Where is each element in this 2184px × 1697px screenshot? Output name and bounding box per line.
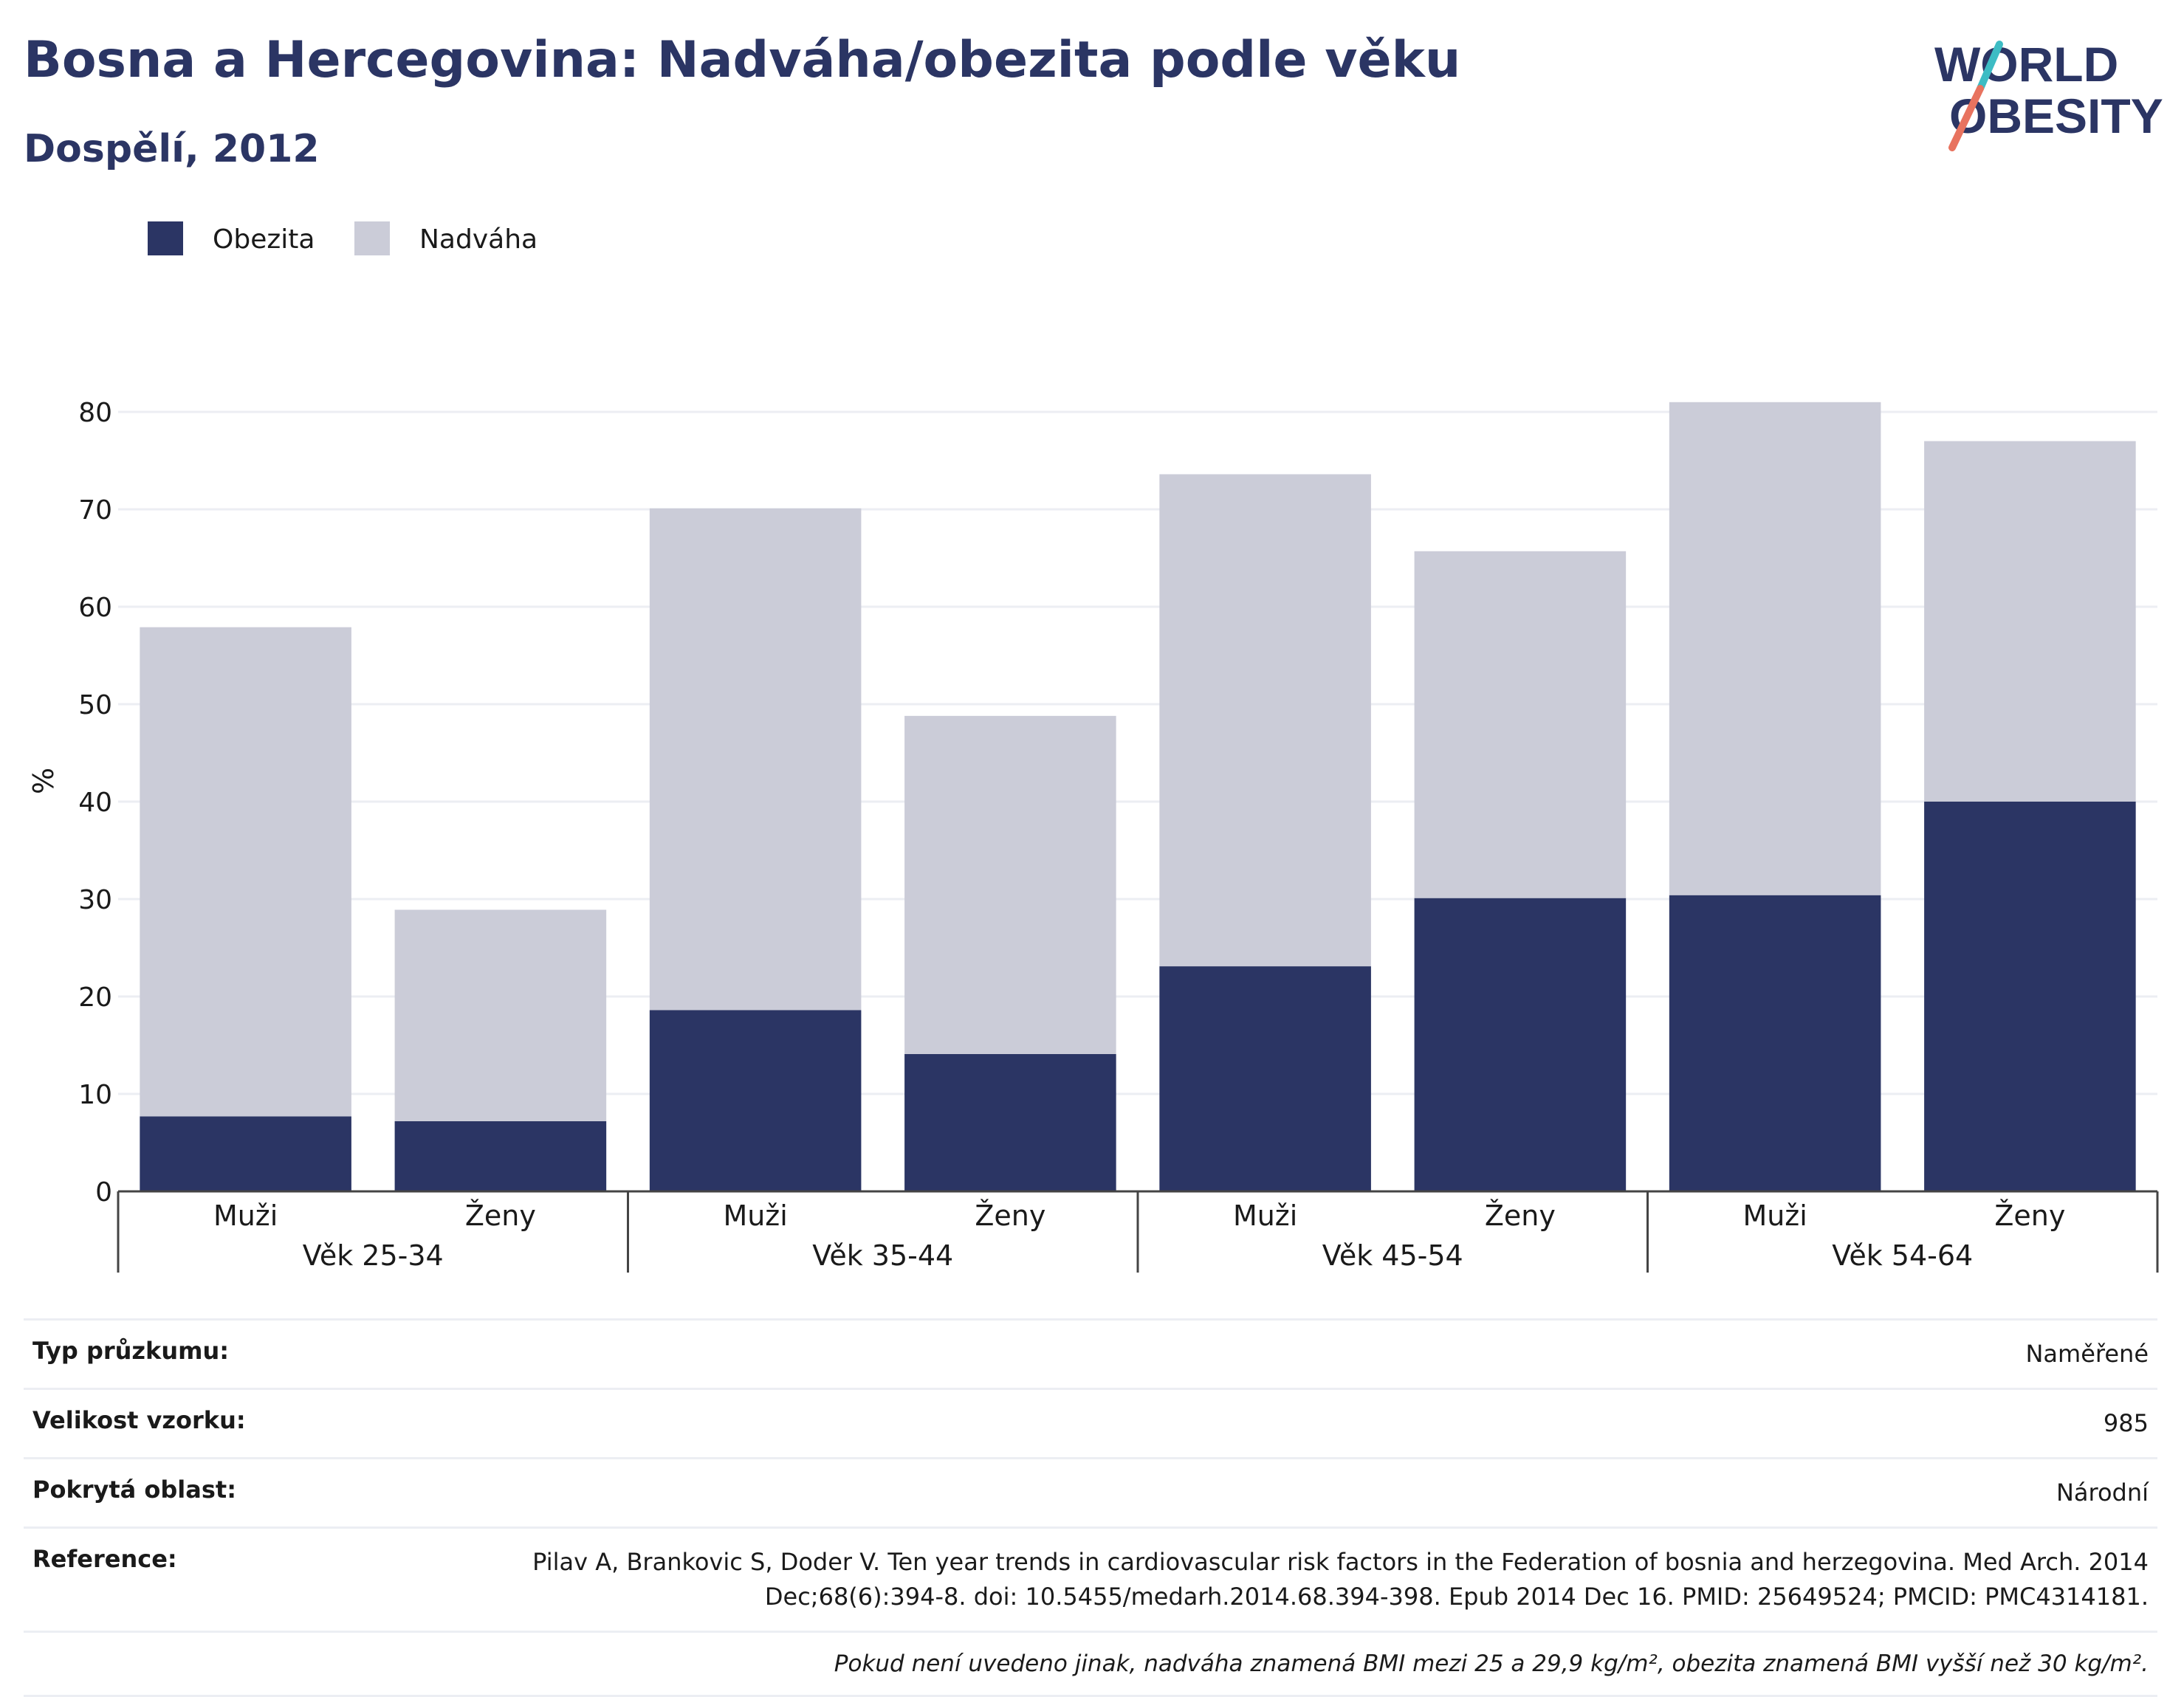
survey-info-table: Typ průzkumu: Naměřené Velikost vzorku: …	[24, 1318, 2157, 1697]
x-tick-label: Muži	[1233, 1199, 1297, 1232]
bar-overweight	[904, 715, 1116, 1054]
coverage-label: Pokrytá oblast:	[32, 1476, 236, 1504]
bar-obesity	[904, 1053, 1116, 1191]
bar-obesity	[1669, 895, 1881, 1191]
y-tick-label: 0	[95, 1177, 112, 1208]
x-group-label: Věk 25-34	[303, 1239, 444, 1272]
legend-swatch-overweight	[354, 221, 390, 255]
reference-label: Reference:	[32, 1545, 177, 1573]
bar-overweight	[1159, 474, 1371, 967]
x-tick-label: Ženy	[975, 1199, 1045, 1232]
survey-type-row: Typ průzkumu: Naměřené	[24, 1318, 2157, 1388]
bar-obesity	[649, 1010, 862, 1191]
logo-text-obesity: OBESITY	[1949, 89, 2163, 143]
legend-label-overweight: Nadváha	[419, 224, 538, 255]
reference-value: Pilav A, Brankovic S, Doder V. Ten year …	[532, 1548, 2149, 1611]
sample-size-row: Velikost vzorku: 985	[24, 1388, 2157, 1457]
bar-overweight	[1414, 551, 1627, 898]
y-axis-label: %	[27, 768, 60, 794]
y-tick-label: 50	[78, 690, 112, 720]
x-group-label: Věk 54-64	[1832, 1239, 1973, 1272]
coverage-value: Národní	[2056, 1479, 2149, 1507]
y-tick-label: 10	[78, 1080, 112, 1110]
logo-slash-coral	[1948, 85, 1984, 151]
y-tick-label: 70	[78, 495, 112, 526]
x-tick-label: Ženy	[465, 1199, 536, 1232]
y-tick-labels: 0 10 20 30 40 50 60 70 80	[78, 398, 112, 1208]
legend-label-obesity: Obezita	[213, 224, 315, 255]
bar-overweight	[649, 508, 862, 1011]
bar-overweight	[1669, 402, 1881, 895]
survey-type-value: Naměřené	[2025, 1340, 2149, 1368]
y-tick-label: 30	[78, 885, 112, 915]
coverage-row: Pokrytá oblast: Národní	[24, 1457, 2157, 1526]
sample-size-value: 985	[2103, 1409, 2149, 1437]
reference-row: Reference: Pilav A, Brankovic S, Doder V…	[24, 1526, 2157, 1631]
x-tick-labels: Muži Ženy Muži Ženy Muži Ženy Muži Ženy Věk 25-3…	[213, 1199, 2065, 1272]
stacked-bar-chart: Obezita Nadváha % 0 10 20 30 40 50 60 70 80 Muži…	[27, 221, 2159, 1273]
y-tick-label: 20	[78, 982, 112, 1013]
logo-slash-teal	[1977, 41, 2003, 92]
y-tick-label: 40	[78, 788, 112, 818]
chart-subtitle: Dospělí, 2012	[24, 127, 320, 171]
logo-text-world: WORLD	[1934, 37, 2118, 92]
survey-type-label: Typ průzkumu:	[32, 1337, 230, 1365]
x-tick-label: Muži	[723, 1199, 787, 1232]
bar-obesity	[1159, 966, 1371, 1191]
x-tick-label: Ženy	[1485, 1199, 1556, 1232]
bar-obesity	[394, 1121, 607, 1191]
x-group-label: Věk 45-54	[1322, 1239, 1463, 1272]
chart-legend: Obezita Nadváha	[148, 221, 538, 255]
definition-note: Pokud není uvedeno jinak, nadváha znamen…	[24, 1631, 2157, 1697]
x-tick-label: Ženy	[1994, 1199, 2065, 1232]
y-tick-label: 60	[78, 593, 112, 623]
x-group-label: Věk 35-44	[812, 1239, 953, 1272]
bar-overweight	[394, 909, 607, 1121]
bar-overweight	[140, 627, 351, 1117]
y-tick-label: 80	[78, 398, 112, 428]
world-obesity-logo: WORLD OBESITY	[1934, 37, 2163, 151]
legend-swatch-obesity	[148, 221, 183, 255]
bar-overweight	[1924, 441, 2136, 802]
x-axis	[117, 1190, 2159, 1273]
bars	[140, 402, 2136, 1191]
bar-obesity	[140, 1116, 351, 1191]
sample-size-label: Velikost vzorku:	[32, 1406, 246, 1434]
bar-obesity	[1924, 802, 2136, 1191]
x-tick-label: Muži	[1742, 1199, 1807, 1232]
x-tick-label: Muži	[213, 1199, 278, 1232]
chart-title: Bosna a Hercegovina: Nadváha/obezita pod…	[24, 31, 1461, 89]
bar-obesity	[1414, 898, 1627, 1191]
